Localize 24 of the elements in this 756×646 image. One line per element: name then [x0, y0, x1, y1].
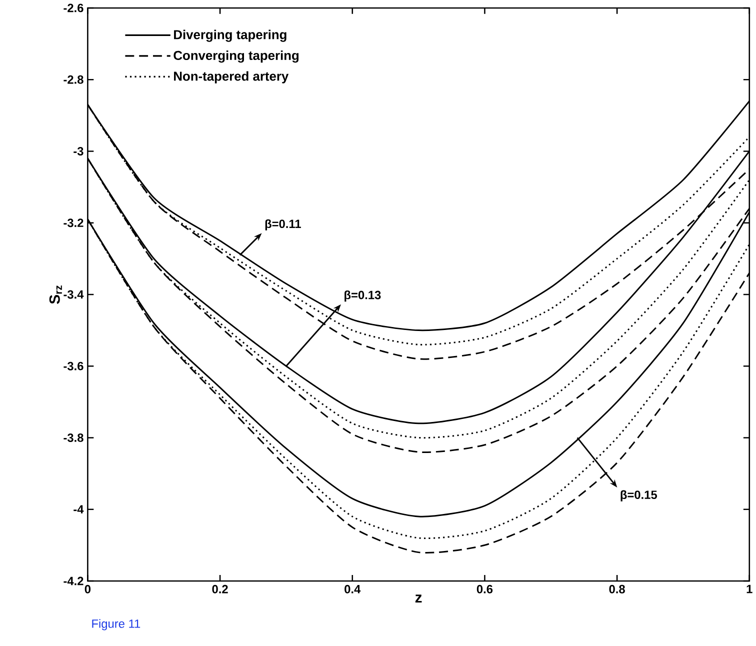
y-tick-label: -3 [74, 147, 84, 156]
legend-label: Non-tapered artery [174, 71, 289, 84]
x-tick-label: 0.6 [476, 585, 493, 594]
x-tick-label: 0.8 [609, 585, 625, 594]
annotation: β=0.15 [620, 490, 658, 502]
y-axis-title: S$_{rz}$ [49, 286, 62, 304]
annotation: β=0.13 [344, 290, 381, 302]
x-tick-label: 1 [746, 585, 752, 594]
y-tick-label: -4 [74, 505, 84, 514]
y-tick-label: -2.8 [64, 76, 84, 84]
y-tick-label: -2.6 [64, 4, 84, 12]
x-tick-label: 0 [84, 585, 91, 594]
y-tick-label: -3.8 [64, 434, 84, 442]
x-tick-label: 0.2 [212, 585, 228, 594]
legend-label: Diverging tapering [174, 30, 286, 42]
y-tick-label: -3.2 [64, 218, 84, 228]
caption: Figure 11 [92, 619, 140, 630]
y-tick-label: -3.6 [64, 362, 84, 370]
x-axis-title: z [415, 594, 422, 603]
annotation: β=0.11 [265, 219, 301, 231]
y-tick-label: -3.4 [64, 290, 84, 299]
y-tick-label: -4.2 [64, 576, 84, 586]
legend-label: Converging tapering [174, 50, 299, 63]
x-tick-label: 0.4 [344, 585, 361, 594]
